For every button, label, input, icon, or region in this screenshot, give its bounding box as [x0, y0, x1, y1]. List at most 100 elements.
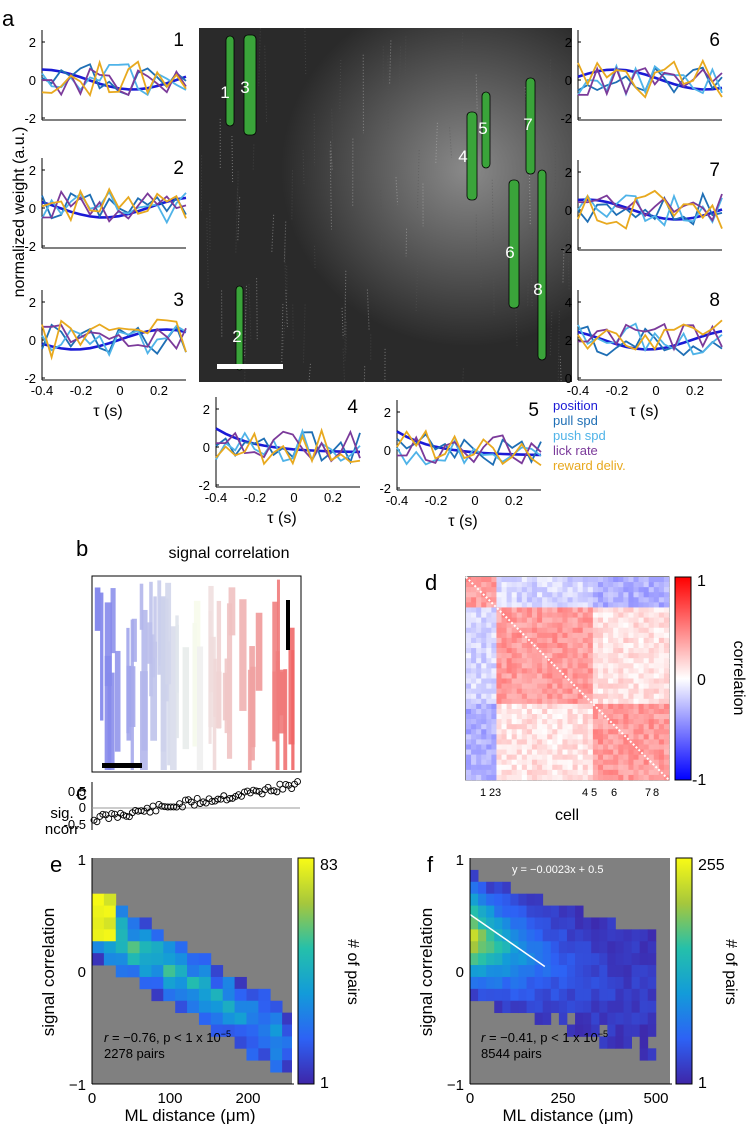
matrix-cell	[562, 739, 568, 745]
matrix-cell	[511, 637, 518, 644]
matrix-cell	[537, 678, 543, 684]
matrix-cell	[603, 577, 609, 583]
matrix-cell	[537, 739, 543, 745]
matrix-cell	[542, 617, 548, 623]
roi-shape	[481, 91, 491, 169]
matrix-cell	[486, 734, 492, 740]
heatmap-bin	[591, 953, 600, 966]
matrix-cell	[582, 688, 589, 695]
matrix-cell	[633, 587, 639, 593]
matrix-cell	[466, 739, 472, 745]
matrix-cell	[542, 754, 548, 760]
f-ylabel: signal correlation	[417, 908, 436, 1037]
matrix-cell	[521, 632, 528, 639]
matrix-cell	[653, 602, 660, 608]
matrix-cell	[542, 688, 548, 695]
matrix-cell	[638, 653, 644, 659]
matrix-cell	[577, 663, 584, 669]
matrix-cell	[567, 607, 573, 613]
matrix-cell	[643, 724, 649, 730]
matrix-cell	[613, 749, 619, 755]
matrix-cell	[582, 617, 589, 623]
matrix-cell	[597, 774, 604, 781]
matrix-cell	[476, 663, 482, 669]
matrix-cell	[663, 719, 670, 725]
matrix-cell	[511, 612, 518, 618]
cell-strip	[250, 666, 256, 748]
matrix-cell	[648, 729, 655, 735]
matrix-cell	[663, 627, 670, 634]
matrix-cell	[608, 698, 614, 705]
matrix-cell	[663, 744, 670, 750]
matrix-cell	[597, 597, 604, 603]
matrix-cell	[603, 592, 609, 598]
matrix-cell	[567, 683, 573, 689]
matrix-cell	[491, 622, 497, 629]
matrix-cell	[628, 653, 634, 659]
matrix-cell	[537, 729, 543, 735]
matrix-cell	[608, 592, 614, 598]
matrix-cell	[592, 678, 599, 684]
matrix-cell	[466, 622, 472, 629]
heatmap-bin	[591, 941, 600, 954]
heatmap-bin	[486, 988, 495, 1002]
matrix-cell	[597, 739, 604, 745]
heatmap-bin	[175, 941, 188, 954]
matrix-cell	[521, 617, 528, 623]
matrix-cell	[653, 622, 660, 629]
matrix-cell	[618, 597, 624, 603]
heatmap-bin	[470, 976, 479, 990]
matrix-cell	[587, 658, 594, 664]
matrix-cell	[501, 663, 507, 669]
matrix-cell	[501, 749, 507, 755]
matrix-cell	[633, 637, 639, 644]
matrix-cell	[486, 769, 492, 776]
matrix-cell	[521, 582, 528, 588]
matrix-cell	[658, 577, 665, 583]
matrix-cell	[531, 688, 538, 695]
kernel-trace	[577, 325, 723, 357]
cell-strip	[146, 622, 153, 664]
ncorr-point	[294, 778, 301, 785]
matrix-cell	[613, 714, 619, 720]
matrix-cell	[582, 714, 589, 720]
matrix-cell	[481, 708, 487, 715]
matrix-cell	[526, 668, 533, 674]
matrix-cell	[653, 582, 660, 588]
matrix-cell	[466, 683, 472, 689]
matrix-cell	[501, 754, 507, 760]
matrix-cell	[587, 703, 594, 710]
matrix-cell	[592, 622, 599, 629]
matrix-cell	[542, 714, 548, 720]
matrix-cell	[516, 597, 523, 603]
matrix-cell	[582, 577, 589, 583]
matrix-cell	[547, 668, 553, 674]
heatmap-bin	[534, 965, 544, 978]
matrix-cell	[608, 759, 614, 766]
matrix-cell	[521, 729, 528, 735]
roi-label: 4	[458, 147, 467, 166]
matrix-cell	[531, 612, 538, 618]
matrix-cell	[476, 698, 482, 705]
matrix-cell	[476, 658, 482, 664]
matrix-cell	[511, 744, 518, 750]
matrix-cell	[592, 612, 599, 618]
matrix-cell	[648, 744, 655, 750]
matrix-cell	[506, 622, 512, 629]
matrix-cell	[592, 693, 599, 700]
matrix-cell	[466, 627, 472, 634]
cell-strip	[139, 583, 144, 630]
matrix-cell	[516, 637, 523, 644]
matrix-cell	[597, 764, 604, 771]
kernel-ytick: 0	[565, 73, 572, 88]
matrix-cell	[613, 754, 619, 760]
matrix-cell	[557, 764, 563, 771]
matrix-cell	[496, 658, 502, 664]
heatmap-bin	[615, 929, 624, 942]
matrix-cell	[658, 678, 665, 684]
d-cbar-tick-0: 1	[697, 573, 706, 590]
matrix-cell	[547, 719, 553, 725]
matrix-cell	[526, 764, 533, 771]
matrix-cell	[506, 602, 512, 608]
